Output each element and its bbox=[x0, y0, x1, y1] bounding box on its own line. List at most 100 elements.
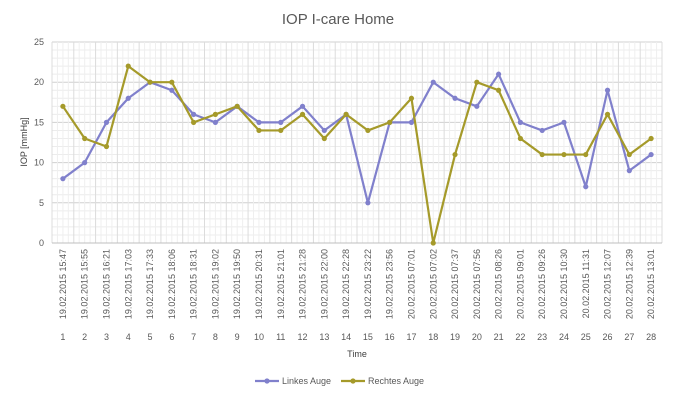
data-point-linkes-auge bbox=[212, 119, 218, 125]
y-tick-label: 5 bbox=[39, 198, 44, 208]
data-point-linkes-auge bbox=[408, 119, 415, 125]
x-tick-index: 28 bbox=[646, 332, 656, 342]
x-tick-timestamp: 19.02.2015 15:47 bbox=[58, 249, 68, 319]
data-point-linkes-auge bbox=[82, 160, 88, 166]
x-tick-timestamp: 20.02.2015 12:39 bbox=[624, 249, 634, 319]
chart-grid bbox=[51, 41, 663, 244]
legend-label: Linkes Auge bbox=[282, 376, 331, 386]
data-point-rechtes-auge bbox=[60, 103, 66, 109]
data-point-linkes-auge bbox=[604, 87, 611, 93]
data-point-rechtes-auge bbox=[648, 135, 654, 142]
x-tick-timestamp: 20.02.2015 07:56 bbox=[472, 249, 482, 319]
legend-marker bbox=[350, 378, 356, 384]
y-axis-ticks: 0 5 10 15 20 25 bbox=[34, 37, 44, 248]
x-tick-index: 25 bbox=[581, 332, 591, 342]
data-point-rechtes-auge bbox=[583, 151, 589, 158]
legend-marker bbox=[264, 378, 270, 384]
y-tick-label: 15 bbox=[34, 117, 44, 127]
x-tick-index: 6 bbox=[169, 332, 174, 342]
y-tick-label: 25 bbox=[34, 37, 44, 47]
data-point-rechtes-auge bbox=[234, 103, 240, 109]
data-point-linkes-auge bbox=[191, 111, 197, 117]
data-point-rechtes-auge bbox=[343, 111, 349, 117]
data-point-linkes-auge bbox=[517, 119, 523, 125]
x-tick-timestamp: 19.02.2015 21:28 bbox=[298, 249, 308, 319]
data-point-linkes-auge bbox=[299, 103, 306, 109]
x-tick-timestamp: 20.02.2015 09:01 bbox=[515, 249, 525, 319]
x-tick-timestamp: 19.02.2015 18:06 bbox=[167, 249, 177, 319]
data-point-rechtes-auge bbox=[539, 151, 545, 158]
data-point-linkes-auge bbox=[365, 200, 371, 206]
data-point-rechtes-auge bbox=[604, 111, 611, 117]
data-point-rechtes-auge bbox=[626, 151, 632, 158]
x-tick-index: 1 bbox=[60, 332, 65, 342]
x-tick-index: 23 bbox=[537, 332, 547, 342]
data-point-rechtes-auge bbox=[147, 79, 153, 85]
y-tick-label: 10 bbox=[34, 158, 44, 168]
data-point-rechtes-auge bbox=[278, 127, 284, 134]
x-tick-timestamp: 20.02.2015 08:26 bbox=[494, 249, 504, 319]
data-point-linkes-auge bbox=[648, 151, 654, 158]
data-point-rechtes-auge bbox=[408, 95, 415, 101]
data-point-rechtes-auge bbox=[125, 63, 131, 69]
data-point-linkes-auge bbox=[430, 79, 436, 85]
x-tick-timestamp: 19.02.2015 21:01 bbox=[276, 249, 286, 319]
series-line-linkes-auge bbox=[62, 73, 652, 204]
x-tick-index: 22 bbox=[515, 332, 525, 342]
data-point-linkes-auge bbox=[169, 87, 175, 93]
x-tick-timestamp: 20.02.2015 07:37 bbox=[450, 249, 460, 319]
x-tick-index: 11 bbox=[276, 332, 285, 342]
x-tick-index: 24 bbox=[559, 332, 569, 342]
x-tick-timestamp: 19.02.2015 17:33 bbox=[145, 249, 155, 319]
x-tick-timestamp: 20.02.2015 12:07 bbox=[603, 249, 613, 319]
data-point-rechtes-auge bbox=[256, 127, 262, 134]
x-tick-index: 15 bbox=[363, 332, 373, 342]
data-point-linkes-auge bbox=[103, 119, 110, 125]
x-tick-index: 7 bbox=[191, 332, 196, 342]
x-tick-index: 16 bbox=[385, 332, 395, 342]
x-tick-timestamp: 19.02.2015 23:22 bbox=[363, 249, 373, 319]
data-point-linkes-auge bbox=[321, 127, 327, 134]
data-point-rechtes-auge bbox=[517, 135, 523, 142]
data-point-linkes-auge bbox=[452, 95, 458, 101]
data-point-rechtes-auge bbox=[299, 111, 306, 117]
x-tick-timestamp: 19.02.2015 20:31 bbox=[254, 249, 264, 319]
data-point-linkes-auge bbox=[583, 184, 589, 190]
x-tick-timestamp: 19.02.2015 16:21 bbox=[101, 249, 111, 319]
x-axis-ticks: 19.02.2015 15:47 1 19.02.2015 15:55 2 19.02.… bbox=[58, 249, 656, 342]
chart-series bbox=[60, 63, 654, 246]
x-tick-index: 20 bbox=[472, 332, 482, 342]
chart-legend: Linkes Auge Rechtes Auge bbox=[255, 376, 424, 386]
x-tick-timestamp: 19.02.2015 22:00 bbox=[319, 249, 329, 319]
x-tick-index: 5 bbox=[148, 332, 153, 342]
data-point-linkes-auge bbox=[60, 176, 66, 182]
data-point-linkes-auge bbox=[539, 127, 545, 134]
data-point-rechtes-auge bbox=[496, 87, 502, 93]
x-tick-index: 14 bbox=[341, 332, 351, 342]
x-tick-timestamp: 19.02.2015 22:28 bbox=[341, 249, 351, 319]
chart-title: IOP I-care Home bbox=[282, 11, 394, 28]
x-tick-timestamp: 19.02.2015 19:50 bbox=[232, 249, 242, 319]
x-tick-index: 13 bbox=[319, 332, 329, 342]
legend-label: Rechtes Auge bbox=[368, 376, 424, 386]
x-tick-index: 17 bbox=[406, 332, 416, 342]
x-tick-timestamp: 19.02.2015 18:31 bbox=[189, 249, 199, 319]
x-tick-timestamp: 20.02.2015 09:26 bbox=[537, 249, 547, 319]
data-point-rechtes-auge bbox=[212, 111, 218, 117]
data-point-rechtes-auge bbox=[321, 135, 327, 142]
data-point-rechtes-auge bbox=[561, 151, 567, 158]
data-point-rechtes-auge bbox=[387, 119, 393, 125]
data-point-linkes-auge bbox=[278, 119, 284, 125]
data-point-linkes-auge bbox=[626, 168, 632, 174]
x-tick-timestamp: 19.02.2015 15:55 bbox=[80, 249, 90, 319]
data-point-linkes-auge bbox=[496, 71, 502, 77]
x-axis-title: Time bbox=[347, 349, 367, 359]
x-tick-timestamp: 20.02.2015 07:01 bbox=[406, 249, 416, 319]
x-tick-index: 27 bbox=[624, 332, 634, 342]
y-tick-label: 0 bbox=[39, 238, 44, 248]
data-point-linkes-auge bbox=[125, 95, 131, 101]
x-tick-timestamp: 19.02.2015 19:02 bbox=[210, 249, 220, 319]
x-tick-timestamp: 20.02.2015 10:30 bbox=[559, 249, 569, 319]
x-tick-index: 4 bbox=[126, 332, 131, 342]
